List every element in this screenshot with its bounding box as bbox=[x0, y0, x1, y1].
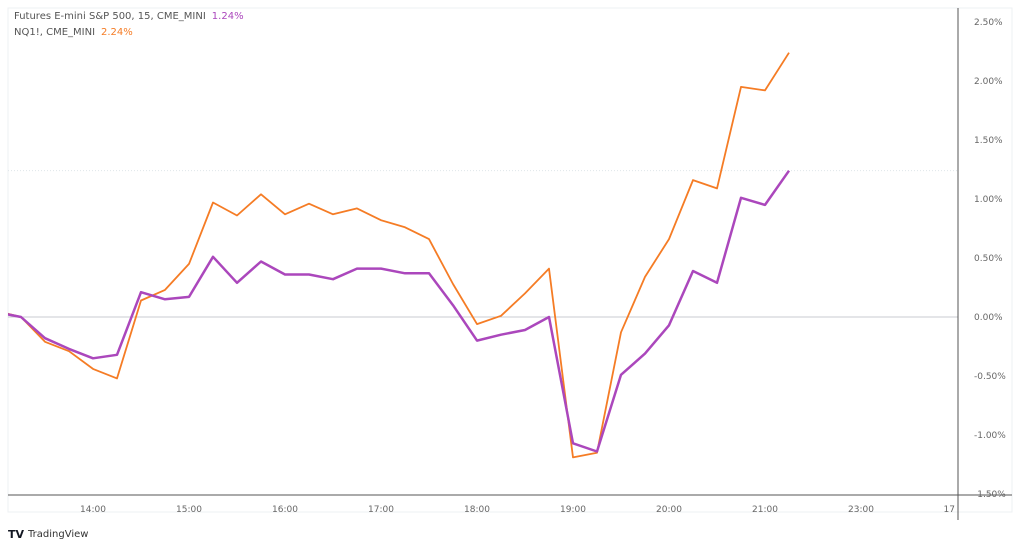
series-line-2 bbox=[8, 52, 790, 459]
x-tick-label: 18:00 bbox=[464, 505, 490, 515]
x-tick-label: 16:00 bbox=[272, 505, 298, 515]
x-tick-label: 15:00 bbox=[176, 505, 202, 515]
y-tick-label: -0.50% bbox=[974, 372, 1006, 382]
x-tick-label: 23:00 bbox=[848, 505, 874, 515]
chart-frame bbox=[7, 7, 1013, 513]
y-tick-label: 1.50% bbox=[974, 136, 1003, 146]
chart: 2.50% 2.00% 1.50% 1.00% 0.50% 0.00% -0.50% -1.0… bbox=[7, 7, 1013, 520]
tradingview-logo[interactable]: TV TradingView bbox=[8, 528, 89, 541]
y-tick-label: 2.00% bbox=[974, 77, 1003, 87]
y-tick-label: 0.50% bbox=[974, 254, 1003, 264]
y-tick-label: 0.00% bbox=[974, 313, 1003, 323]
legend-series-1[interactable]: Futures E-mini S&P 500, 15, CME_MINI 1.24… bbox=[14, 11, 244, 22]
y-tick-label: -1.00% bbox=[974, 431, 1006, 441]
tv-logo-icon: TV bbox=[8, 528, 25, 541]
series-line-1 bbox=[8, 169, 791, 453]
x-tick-label: 21:00 bbox=[752, 505, 778, 515]
x-tick-label: 19:00 bbox=[560, 505, 586, 515]
x-tick-label: 14:00 bbox=[80, 505, 106, 515]
x-tick-label: 17:00 bbox=[368, 505, 394, 515]
y-tick-label: 1.00% bbox=[974, 195, 1003, 205]
x-tick-label: 20:00 bbox=[656, 505, 682, 515]
legend-series-2[interactable]: NQ1!, CME_MINI 2.24% bbox=[14, 27, 133, 38]
y-tick-label: 2.50% bbox=[974, 18, 1003, 28]
legend: Futures E-mini S&P 500, 15, CME_MINI 1.24… bbox=[14, 9, 244, 41]
y-tick-label: -1.50% bbox=[974, 490, 1006, 500]
x-tick-label: 17 bbox=[944, 505, 955, 515]
